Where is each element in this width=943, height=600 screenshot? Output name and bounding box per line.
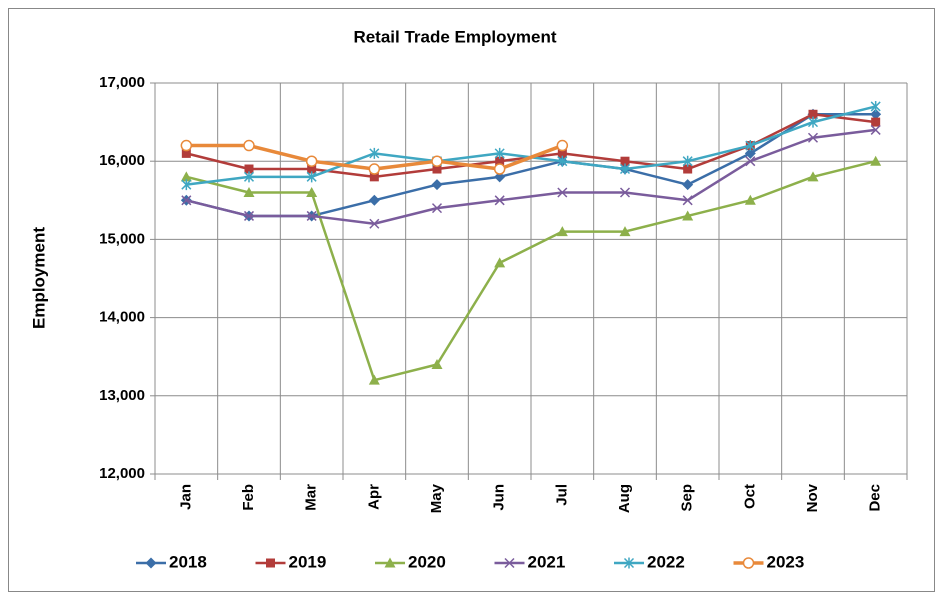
marker: [494, 171, 506, 183]
marker: [623, 557, 635, 569]
marker: [368, 374, 380, 385]
legend-label: 2021: [528, 552, 566, 571]
marker: [557, 187, 568, 198]
marker: [369, 147, 380, 159]
marker: [368, 194, 380, 206]
marker: [243, 171, 255, 183]
marker: [682, 179, 694, 191]
marker: [431, 155, 443, 167]
marker: [306, 186, 318, 197]
y-tick-label: 12,000: [99, 465, 145, 482]
marker: [494, 147, 505, 159]
x-tick-label: Aug: [616, 484, 633, 513]
marker: [682, 155, 693, 167]
marker: [181, 148, 191, 158]
marker: [495, 156, 505, 166]
marker: [244, 164, 254, 174]
legend-label: 2018: [169, 552, 207, 571]
marker: [682, 195, 693, 206]
x-tick-label: Apr: [365, 484, 382, 510]
marker: [369, 218, 380, 229]
marker: [431, 359, 443, 370]
y-tick-label: 13,000: [99, 387, 145, 404]
x-tick-label: Jan: [177, 484, 194, 510]
marker: [432, 164, 442, 174]
series-line: [186, 159, 876, 382]
marker: [870, 155, 882, 166]
marker: [870, 108, 882, 120]
marker: [807, 116, 819, 128]
chart-frame: [8, 8, 935, 592]
marker: [243, 139, 255, 152]
marker: [870, 100, 881, 112]
marker: [744, 147, 756, 159]
chart-title: Retail Trade Employment: [353, 27, 556, 46]
marker: [504, 557, 515, 569]
marker: [243, 186, 255, 197]
marker: [494, 195, 505, 206]
x-tick-label: Mar: [303, 484, 320, 511]
legend-label: 2023: [767, 552, 805, 571]
legend-label: 2019: [289, 552, 327, 571]
marker: [307, 164, 317, 174]
marker: [745, 140, 756, 152]
marker: [493, 163, 506, 175]
marker: [619, 163, 631, 175]
marker: [683, 164, 693, 174]
marker: [870, 124, 881, 135]
y-axis-label: Employment: [29, 227, 48, 329]
marker: [807, 132, 819, 143]
marker: [180, 171, 192, 182]
marker: [742, 557, 755, 569]
y-tick-label: 15,000: [99, 230, 145, 247]
marker: [431, 179, 443, 191]
y-tick-label: 16,000: [99, 152, 145, 169]
marker: [744, 194, 756, 205]
marker: [556, 226, 568, 237]
marker: [871, 117, 881, 127]
marker: [145, 557, 157, 569]
x-tick-label: May: [428, 483, 445, 513]
marker: [557, 155, 568, 167]
marker: [181, 195, 192, 206]
y-tick-label: 14,000: [99, 309, 145, 326]
marker: [494, 257, 506, 268]
marker: [305, 155, 318, 167]
series-line: [186, 128, 876, 226]
marker: [306, 210, 317, 221]
marker: [682, 210, 694, 221]
marker: [306, 171, 317, 183]
marker: [808, 109, 818, 119]
marker: [243, 210, 255, 221]
marker: [368, 163, 381, 175]
marker: [181, 179, 192, 191]
marker: [619, 226, 631, 237]
legend-label: 2020: [408, 552, 446, 571]
x-tick-label: Nov: [804, 483, 821, 512]
x-tick-label: Oct: [741, 484, 758, 509]
x-tick-label: Jul: [553, 484, 570, 506]
x-tick-label: Feb: [240, 484, 257, 511]
marker: [619, 187, 631, 198]
y-tick-label: 17,000: [99, 74, 145, 91]
marker: [384, 557, 396, 568]
marker: [620, 156, 630, 166]
legend-label: 2022: [647, 552, 685, 571]
x-tick-label: Jun: [491, 484, 508, 511]
x-tick-label: Sep: [679, 484, 696, 512]
marker: [180, 139, 193, 152]
x-tick-label: Dec: [867, 484, 884, 512]
marker: [557, 148, 567, 158]
marker: [266, 558, 275, 568]
marker: [745, 156, 756, 167]
marker: [807, 171, 819, 182]
marker: [369, 172, 379, 182]
marker: [556, 139, 569, 152]
marker: [431, 203, 443, 214]
